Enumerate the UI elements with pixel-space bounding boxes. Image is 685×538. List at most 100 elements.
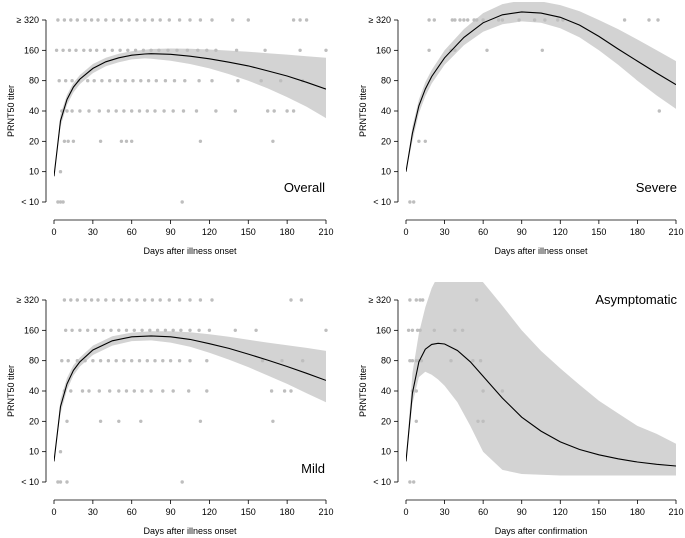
data-point (98, 419, 103, 423)
data-point (298, 18, 302, 22)
data-point (432, 328, 436, 332)
data-point (419, 359, 424, 363)
data-point (280, 359, 284, 363)
data-point (158, 18, 162, 22)
data-point (75, 18, 80, 22)
x-tick-label: 180 (280, 227, 295, 237)
data-point (61, 200, 65, 204)
data-point (63, 79, 68, 83)
data-point (233, 109, 237, 113)
data-point (462, 18, 466, 22)
data-point (106, 109, 111, 113)
data-point (421, 298, 425, 302)
data-point (87, 389, 91, 393)
data-point (622, 18, 627, 22)
data-point (299, 298, 304, 302)
data-point (88, 48, 93, 52)
data-point (78, 328, 82, 332)
data-point (75, 359, 80, 363)
data-point (432, 18, 436, 22)
y-tick-label: 160 (24, 45, 39, 55)
data-point (180, 200, 184, 204)
data-point (161, 359, 165, 363)
data-point (75, 298, 80, 302)
data-point (291, 18, 296, 22)
y-tick-label: 80 (381, 356, 391, 366)
data-point (263, 48, 267, 52)
x-tick-label: 30 (440, 507, 450, 517)
data-point (168, 359, 173, 363)
data-point (475, 18, 479, 22)
x-tick-label: 210 (318, 227, 333, 237)
data-point (111, 18, 116, 22)
data-point (71, 139, 76, 143)
data-point (259, 79, 263, 83)
x-tick-label: 150 (591, 507, 606, 517)
fitted-curve (54, 53, 326, 177)
data-point (130, 359, 134, 363)
data-point (481, 389, 485, 393)
data-point (70, 79, 74, 83)
x-tick-label: 180 (280, 507, 295, 517)
data-point (185, 48, 190, 52)
data-point (126, 48, 130, 52)
data-point (56, 18, 60, 22)
data-point (70, 328, 74, 332)
data-point (410, 359, 415, 363)
data-point (69, 298, 73, 302)
data-point (198, 298, 203, 302)
data-point (58, 200, 63, 204)
data-point (58, 450, 63, 454)
data-point (179, 328, 183, 332)
y-tick-label: 20 (29, 136, 39, 146)
data-point (408, 480, 412, 484)
data-point (162, 109, 166, 113)
data-point (453, 328, 457, 332)
x-tick-label: 90 (166, 227, 176, 237)
x-axis-title: Days after illness onset (143, 246, 237, 256)
data-point (102, 48, 107, 52)
data-point (556, 18, 560, 22)
data-point (210, 18, 214, 22)
data-point (60, 109, 64, 113)
data-point (476, 419, 480, 423)
data-point (289, 389, 293, 393)
data-point (130, 139, 134, 143)
data-point (266, 109, 270, 113)
data-point (427, 18, 431, 22)
y-tick-label: 10 (29, 167, 39, 177)
data-point (260, 359, 265, 363)
x-tick-label: 210 (668, 227, 683, 237)
data-point (414, 389, 418, 393)
data-point (139, 419, 143, 423)
data-point (279, 79, 283, 83)
data-point (188, 18, 192, 22)
data-point (127, 18, 131, 22)
x-tick-label: 30 (440, 227, 450, 237)
panel-asymptomatic: < 10 10 20 40 80 160 ≥ 320 0 30 60 90 120 150 180 210 D… (358, 282, 684, 536)
data-point (163, 79, 168, 83)
data-point (205, 389, 209, 393)
data-point (83, 298, 87, 302)
data-point (481, 419, 485, 423)
y-tick-label: < 10 (373, 197, 391, 207)
y-axis-title: PRNT50 titer (358, 365, 368, 417)
y-tick-label: 20 (29, 416, 39, 426)
y-tick-label: 20 (381, 416, 391, 426)
y-tick-label: 80 (29, 356, 39, 366)
data-point (131, 79, 135, 83)
data-point (66, 139, 70, 143)
data-point (414, 359, 418, 363)
data-point (478, 359, 483, 363)
data-point (233, 328, 237, 332)
data-point (100, 79, 104, 83)
data-point (56, 200, 60, 204)
x-tick-label: 180 (630, 507, 645, 517)
data-point (449, 359, 453, 363)
x-tick-label: 0 (403, 227, 408, 237)
data-point (143, 18, 147, 22)
x-tick-label: 60 (127, 227, 137, 237)
data-point (214, 109, 218, 113)
data-point (540, 48, 544, 52)
data-point (141, 48, 146, 52)
